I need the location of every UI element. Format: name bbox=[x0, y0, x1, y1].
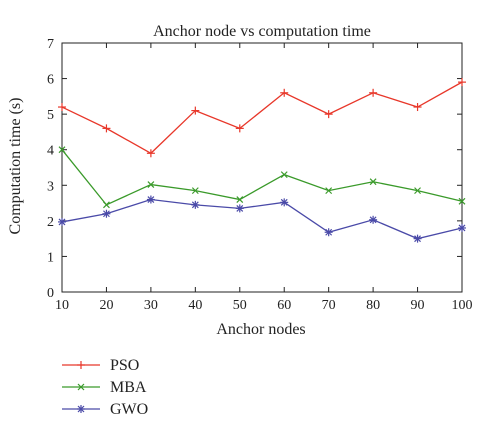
data-point bbox=[458, 223, 466, 232]
legend-marker bbox=[77, 405, 85, 413]
y-tick-label: 6 bbox=[47, 73, 54, 88]
data-point bbox=[58, 217, 66, 226]
series-mba bbox=[58, 146, 466, 209]
x-tick-label: 80 bbox=[366, 298, 380, 313]
legend-marker bbox=[77, 383, 85, 391]
series-pso bbox=[58, 78, 466, 158]
data-point bbox=[103, 201, 110, 209]
legend-item: PSO bbox=[62, 357, 139, 374]
data-point bbox=[236, 196, 244, 203]
data-point bbox=[280, 198, 289, 207]
data-point bbox=[191, 187, 199, 195]
plot-frame bbox=[61, 42, 463, 293]
x-tick-label: 30 bbox=[144, 298, 158, 313]
chart-title: Anchor node vs computation time bbox=[153, 23, 371, 40]
data-point bbox=[458, 78, 466, 87]
x-tick-label: 100 bbox=[452, 298, 473, 313]
legend-item: GWO bbox=[62, 401, 148, 418]
legend-label: MBA bbox=[110, 379, 147, 396]
data-point bbox=[191, 106, 200, 115]
data-point bbox=[369, 88, 378, 97]
series-line bbox=[61, 149, 463, 206]
x-tick-label: 20 bbox=[99, 298, 113, 313]
data-point bbox=[324, 228, 333, 237]
data-point bbox=[58, 103, 66, 112]
y-tick-label: 5 bbox=[47, 108, 54, 123]
data-point bbox=[58, 146, 66, 154]
y-tick-label: 4 bbox=[47, 144, 54, 159]
x-tick-label: 90 bbox=[411, 298, 425, 313]
y-tick-label: 3 bbox=[47, 179, 54, 194]
data-point bbox=[280, 171, 288, 179]
data-point bbox=[280, 88, 289, 97]
legend-marker bbox=[77, 361, 85, 369]
data-point bbox=[369, 215, 378, 224]
data-point bbox=[146, 195, 155, 204]
data-point bbox=[147, 181, 155, 188]
data-point bbox=[235, 204, 244, 213]
data-point bbox=[146, 149, 155, 158]
series-layer bbox=[58, 78, 466, 243]
legend-label: PSO bbox=[110, 357, 139, 374]
data-point bbox=[369, 178, 377, 186]
plot-area bbox=[61, 42, 463, 293]
x-tick-label: 10 bbox=[55, 298, 69, 313]
legend-item: MBA bbox=[62, 379, 147, 396]
x-tick-label: 70 bbox=[322, 298, 336, 313]
data-point bbox=[458, 197, 466, 205]
series-line bbox=[61, 81, 463, 155]
y-tick-label: 7 bbox=[47, 37, 54, 52]
data-point bbox=[102, 209, 111, 218]
x-tick-label: 60 bbox=[277, 298, 291, 313]
y-tick-label: 0 bbox=[47, 286, 54, 301]
data-point bbox=[191, 200, 200, 209]
x-tick-label: 50 bbox=[233, 298, 247, 313]
data-point bbox=[414, 187, 421, 195]
legend-label: GWO bbox=[110, 401, 148, 418]
data-point bbox=[235, 124, 244, 133]
x-tick-label: 40 bbox=[188, 298, 202, 313]
series-gwo bbox=[58, 195, 466, 243]
y-axis-label: Computation time (s) bbox=[7, 98, 24, 235]
series-line bbox=[61, 198, 463, 240]
y-tick-label: 2 bbox=[47, 215, 54, 230]
axis-ticks: 10 20 30 40 50 60 70 80 90 100 0 1 2 3 4 5 6 7 bbox=[47, 37, 473, 313]
legend: PSO MBA GWO bbox=[62, 357, 148, 418]
x-axis-label: Anchor nodes bbox=[216, 321, 305, 338]
data-point bbox=[324, 110, 333, 119]
data-point bbox=[102, 124, 111, 133]
y-tick-label: 1 bbox=[47, 250, 54, 265]
data-point bbox=[413, 103, 422, 112]
data-point bbox=[325, 187, 333, 195]
data-point bbox=[413, 234, 422, 243]
